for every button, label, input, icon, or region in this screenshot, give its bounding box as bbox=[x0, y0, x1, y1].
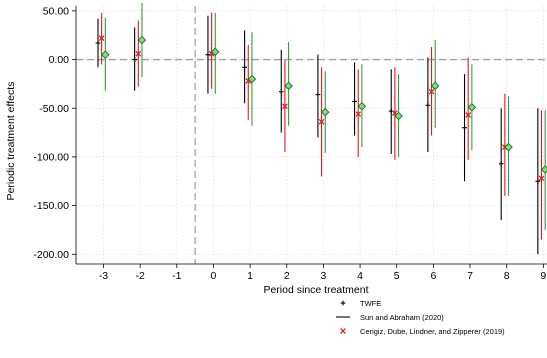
point-estimate bbox=[135, 50, 142, 57]
x-mark-b bbox=[465, 112, 472, 118]
grid-lines bbox=[76, 6, 547, 264]
x-mark-b bbox=[98, 35, 105, 41]
point-estimate bbox=[278, 89, 284, 95]
point-estimate bbox=[247, 74, 257, 84]
x-tick-label: 0 bbox=[211, 270, 217, 282]
point-estimate bbox=[462, 125, 467, 131]
point-estimate bbox=[321, 107, 330, 117]
point-estimate bbox=[284, 81, 293, 91]
x-tick-label: 6 bbox=[430, 270, 436, 282]
legend-label: Sun and Abraham (2020) bbox=[360, 313, 444, 322]
point-estimate bbox=[132, 57, 138, 62]
point-estimate bbox=[242, 64, 248, 70]
x-tick-label: -3 bbox=[99, 270, 108, 282]
point-estimate bbox=[318, 118, 325, 125]
point-estimate bbox=[428, 88, 435, 95]
point-estimate bbox=[425, 102, 431, 108]
legend-label: Cengiz, Dube, Lindner, and Zipperer (201… bbox=[360, 327, 505, 336]
point-estimate bbox=[465, 112, 472, 118]
legend-label: TWFE bbox=[360, 299, 381, 308]
y-tick-label: 0.00 bbox=[49, 54, 70, 66]
point-estimate bbox=[355, 111, 362, 117]
y-axis-title: Periodic treatment effects bbox=[5, 82, 17, 201]
point-estimate bbox=[205, 52, 211, 58]
point-estimate bbox=[394, 111, 403, 121]
x-tick-label: 9 bbox=[540, 270, 546, 282]
x-mark-b bbox=[340, 328, 346, 334]
legend-key bbox=[340, 328, 346, 334]
point-estimate bbox=[282, 103, 288, 110]
point-estimates bbox=[95, 35, 547, 184]
point-estimate bbox=[504, 142, 513, 152]
point-estimate bbox=[352, 99, 357, 104]
point-estimate bbox=[357, 102, 367, 111]
y-tick-label: 50.00 bbox=[43, 5, 69, 17]
x-tick-label: 4 bbox=[357, 270, 363, 282]
x-tick-label: 8 bbox=[504, 270, 510, 282]
y-tick-label: -50.00 bbox=[39, 103, 69, 115]
x-mark-b bbox=[282, 103, 288, 110]
point-estimate bbox=[540, 165, 547, 174]
legend: TWFE Sun and Abraham (2020) Cengiz, Dube, … bbox=[336, 299, 505, 336]
y-tick-label: -150.00 bbox=[33, 200, 69, 212]
y-tick-label: -100.00 bbox=[33, 152, 69, 164]
x-tick-label: 2 bbox=[284, 270, 290, 282]
x-mark-b bbox=[428, 88, 435, 95]
point-estimate bbox=[538, 175, 545, 182]
x-mark-b bbox=[318, 118, 325, 125]
point-estimate bbox=[211, 47, 220, 56]
point-estimate bbox=[467, 103, 477, 112]
point-estimate bbox=[315, 92, 321, 97]
y-tick-label: -200.00 bbox=[33, 249, 69, 261]
point-estimate bbox=[535, 178, 541, 184]
axes: 50.00 0.00 -50.00 -100.00 -150.00 -200.00 -3 -2… bbox=[33, 5, 547, 282]
reference-lines bbox=[76, 6, 547, 264]
point-estimate bbox=[95, 40, 101, 46]
point-estimate bbox=[98, 35, 105, 41]
x-tick-label: 7 bbox=[467, 270, 473, 282]
x-mark-b bbox=[392, 110, 398, 116]
x-tick-label: -1 bbox=[172, 270, 181, 282]
x-tick-label: 5 bbox=[394, 270, 400, 282]
x-mark-b bbox=[355, 111, 362, 117]
x-mark-b bbox=[538, 175, 545, 182]
x-mark-b bbox=[135, 50, 142, 57]
x-tick-label: -2 bbox=[135, 270, 144, 282]
point-estimate bbox=[101, 50, 110, 59]
x-axis-title: Period since treatment bbox=[263, 284, 368, 296]
x-tick-label: 3 bbox=[320, 270, 326, 282]
point-estimate bbox=[498, 161, 504, 167]
legend-key bbox=[340, 300, 346, 306]
point-estimate bbox=[430, 81, 440, 91]
point-estimate bbox=[137, 35, 147, 45]
x-tick-label: 1 bbox=[247, 270, 253, 282]
